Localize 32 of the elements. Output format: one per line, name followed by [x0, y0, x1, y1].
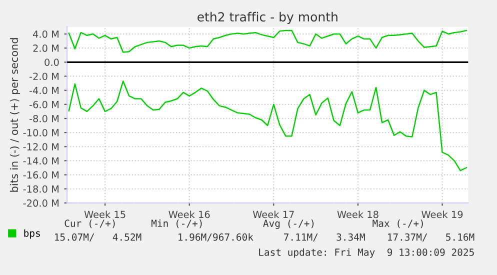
text: Cur (-/+) — [64, 220, 115, 228]
y-tick-label: -20.0 M — [23, 199, 59, 207]
text: Min (-/+) — [152, 219, 202, 228]
x-tick-label: Week 17 — [252, 210, 294, 218]
line-series — [68, 80, 467, 172]
text: 17.37M/ 5.16M — [388, 233, 474, 242]
y-tick-label: -12.0 M — [23, 143, 59, 150]
y-tick-label: 2.0 M — [33, 44, 59, 52]
chart-title: eth2 traffic - by month — [198, 12, 338, 24]
text: 15.07M/ 4.52M — [55, 233, 142, 242]
text: Max (-/+) — [372, 220, 423, 228]
y-axis-title: bits in (-) / out (+) per second — [10, 38, 20, 192]
text: Last update: Fri May 9 13:00:09 2025 — [259, 248, 474, 258]
text: 1.96M/967.60k — [178, 233, 254, 242]
y-tick-label: -6.0 M — [29, 100, 59, 108]
text: 7.11M/ 3.34M — [284, 233, 365, 242]
text: Avg (-/+) — [263, 220, 314, 229]
y-tick-label: -18.0 M — [23, 185, 59, 193]
x-tick-label: Week 15 — [84, 210, 126, 218]
y-tick-label: 0.0 — [44, 58, 59, 66]
x-tick-label: Week 19 — [422, 210, 463, 218]
y-tick-label: -10.0 M — [23, 129, 59, 136]
line-series — [68, 30, 467, 53]
x-tick-label: Week 16 — [168, 210, 210, 218]
y-tick-label: -14.0 M — [23, 157, 59, 165]
legend-label: bps — [24, 229, 40, 239]
y-tick-label: -2.0 M — [29, 72, 59, 80]
y-tick-label: -8.0 M — [29, 114, 59, 122]
x-tick-label: Week 18 — [337, 210, 378, 218]
y-tick-label: -16.0 M — [23, 171, 59, 179]
y-tick-label: -4.0 M — [29, 86, 59, 94]
y-tick-label: 4.0 M — [32, 30, 59, 38]
